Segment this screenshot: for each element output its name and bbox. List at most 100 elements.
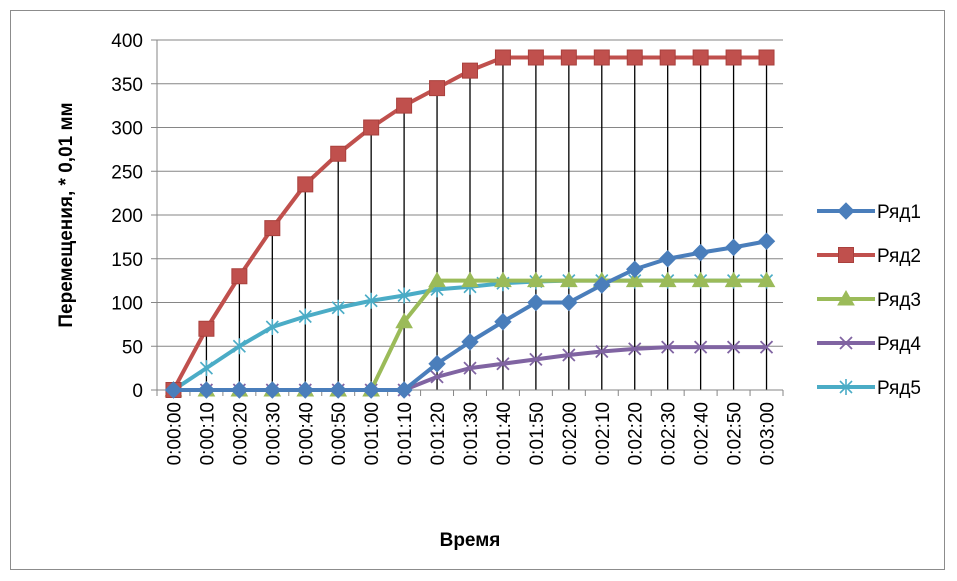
data-point-Ряд3 xyxy=(527,271,545,288)
legend-label: Ряд2 xyxy=(877,246,921,267)
legend-item: Ряд2 xyxy=(817,246,921,267)
data-point-Ряд3 xyxy=(724,271,743,288)
legend-marker xyxy=(837,202,855,220)
data-point-Ряд4 xyxy=(529,352,543,367)
legend-label: Ряд3 xyxy=(877,290,921,311)
data-point-Ряд1 xyxy=(691,243,710,262)
x-tick-label: 0:02:40 xyxy=(692,402,713,465)
data-point-Ряд2 xyxy=(527,49,544,66)
data-point-Ряд2 xyxy=(692,49,709,66)
data-point-Ряд1 xyxy=(527,293,545,312)
data-point-Ряд4 xyxy=(628,342,642,356)
data-point-Ряд2 xyxy=(264,220,281,237)
data-point-Ряд3 xyxy=(428,271,446,288)
legend-item: Ряд1 xyxy=(817,202,921,223)
y-tick-label: 200 xyxy=(111,206,143,227)
data-point-Ряд1 xyxy=(197,381,216,399)
data-point-Ряд1 xyxy=(362,381,380,399)
x-tick-label: 0:01:50 xyxy=(527,402,548,465)
data-point-Ряд1 xyxy=(757,232,776,250)
data-point-Ряд2 xyxy=(231,268,248,285)
x-tick-label: 0:00:50 xyxy=(329,402,350,465)
data-point-Ряд5 xyxy=(232,338,246,355)
data-point-Ряд1 xyxy=(395,381,413,399)
data-point-Ряд2 xyxy=(593,49,610,66)
data-point-Ряд5 xyxy=(199,360,213,377)
data-point-Ряд4 xyxy=(496,357,510,371)
data-point-Ряд1 xyxy=(494,313,512,331)
data-point-Ряд3 xyxy=(461,271,479,288)
data-point-Ряд1 xyxy=(230,381,249,399)
legend-marker xyxy=(839,379,853,395)
data-point-Ряд1 xyxy=(164,381,183,399)
data-point-Ряд2 xyxy=(363,119,380,136)
y-tick-label: 50 xyxy=(122,337,143,358)
x-tick-label: 0:02:10 xyxy=(593,402,614,465)
legend-label: Ряд1 xyxy=(877,202,921,223)
data-point-Ряд4 xyxy=(726,340,741,354)
data-point-Ряд2 xyxy=(198,320,215,337)
data-point-Ряд3 xyxy=(494,271,512,288)
data-point-Ряд1 xyxy=(626,260,644,278)
data-point-Ряд3 xyxy=(395,312,413,329)
data-point-Ряд2 xyxy=(330,145,347,162)
x-tick-label: 0:00:00 xyxy=(164,402,185,465)
data-point-Ряд2 xyxy=(494,49,511,66)
x-tick-label: 0:00:30 xyxy=(263,402,284,465)
x-axis-title: Время xyxy=(440,530,501,551)
data-point-Ряд2 xyxy=(396,97,413,114)
y-tick-label: 300 xyxy=(111,119,143,140)
y-axis-title: Перемещения, * 0,01 мм xyxy=(56,102,77,327)
data-point-Ряд3 xyxy=(691,271,710,288)
data-point-Ряд3 xyxy=(559,271,578,288)
data-point-Ряд1 xyxy=(263,381,282,399)
x-tick-label: 0:01:20 xyxy=(428,402,449,465)
data-point-Ряд5 xyxy=(298,308,312,325)
legend-marker xyxy=(838,247,854,263)
data-point-Ряд5 xyxy=(364,292,378,309)
x-tick-label: 0:03:00 xyxy=(758,402,779,465)
data-point-Ряд5 xyxy=(331,299,345,316)
x-tick-label: 0:02:00 xyxy=(560,402,581,465)
x-tick-label: 0:00:20 xyxy=(230,402,251,465)
data-point-Ряд2 xyxy=(659,49,676,66)
data-point-Ряд3 xyxy=(625,271,644,288)
data-point-Ряд4 xyxy=(430,370,444,384)
data-point-Ряд4 xyxy=(562,348,576,362)
legend-item: Ряд5 xyxy=(817,378,921,399)
chart-frame xyxy=(10,10,945,570)
y-tick-label: 100 xyxy=(111,294,143,315)
data-point-Ряд1 xyxy=(428,355,446,373)
x-tick-label: 0:01:30 xyxy=(461,402,482,465)
data-point-Ряд2 xyxy=(758,49,775,66)
x-tick-label: 0:00:40 xyxy=(296,402,317,465)
y-tick-label: 350 xyxy=(111,75,143,96)
y-tick-label: 250 xyxy=(111,162,143,183)
data-point-Ряд4 xyxy=(595,344,609,359)
data-point-Ряд2 xyxy=(297,176,314,193)
data-point-Ряд3 xyxy=(658,271,677,288)
data-point-Ряд1 xyxy=(658,250,677,268)
y-tick-label: 150 xyxy=(111,250,143,271)
legend-label: Ряд5 xyxy=(877,378,921,399)
data-point-Ряд2 xyxy=(626,49,643,66)
x-tick-label: 0:02:50 xyxy=(725,402,746,465)
x-tick-label: 0:01:10 xyxy=(395,402,416,465)
data-point-Ряд2 xyxy=(462,62,478,79)
x-tick-label: 0:02:20 xyxy=(626,402,647,465)
data-point-Ряд1 xyxy=(560,293,578,312)
data-point-Ряд4 xyxy=(759,340,774,354)
data-point-Ряд2 xyxy=(429,80,446,97)
data-point-Ряд4 xyxy=(661,340,675,354)
legend-marker xyxy=(837,289,855,306)
y-tick-label: 400 xyxy=(111,31,143,52)
x-tick-label: 0:02:30 xyxy=(659,402,680,465)
data-point-Ряд1 xyxy=(461,333,479,351)
legend-label: Ряд4 xyxy=(877,334,921,355)
x-tick-label: 0:01:40 xyxy=(494,402,515,465)
data-point-Ряд4 xyxy=(463,361,477,375)
legend-item: Ряд4 xyxy=(817,334,921,355)
data-point-Ряд5 xyxy=(265,319,279,335)
y-tick-label: 0 xyxy=(132,381,143,402)
